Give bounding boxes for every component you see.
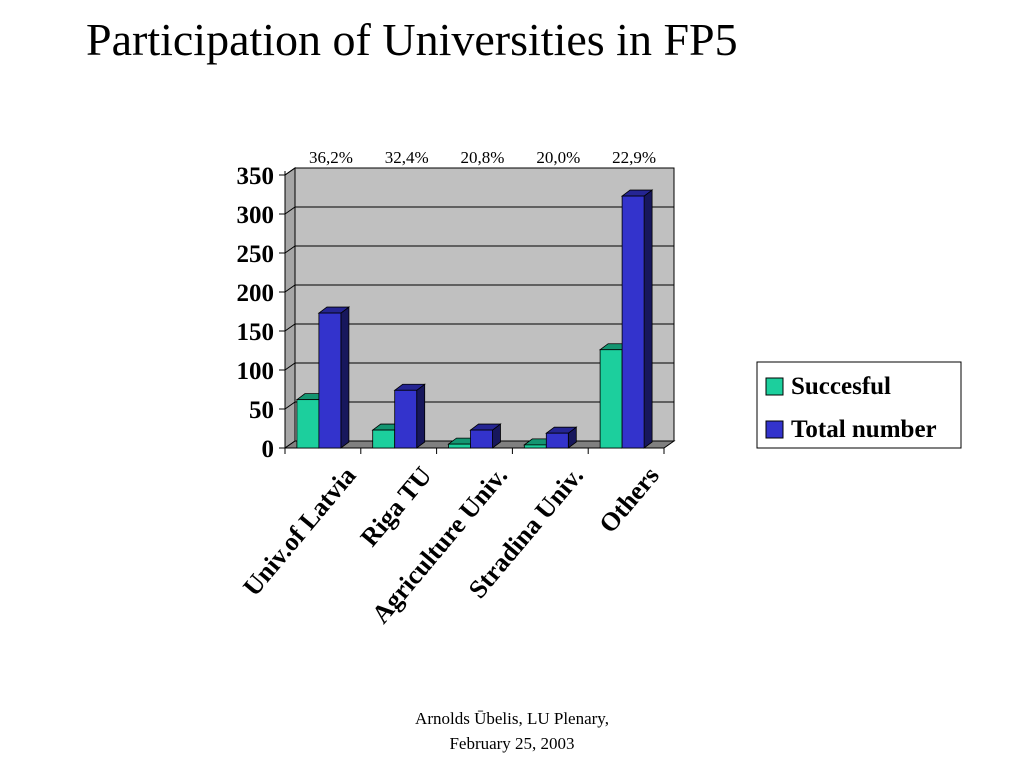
x-category-label: Agriculture Univ.: [366, 461, 513, 629]
slide-title: Participation of Universities in FP5: [86, 14, 738, 65]
y-tick-label: 50: [249, 397, 274, 424]
legend-swatch: [765, 377, 784, 396]
percentage-label: 20,8%: [461, 148, 505, 167]
percentage-label: 32,4%: [385, 148, 429, 167]
x-category-label: Others: [593, 461, 664, 538]
gridline: [284, 245, 674, 254]
legend-label: Succesful: [791, 373, 891, 400]
bar: [523, 444, 547, 449]
bar: [296, 399, 320, 449]
footer-date: February 25, 2003: [449, 734, 575, 753]
y-tick-label: 100: [237, 358, 275, 385]
percentage-label: 36,2%: [309, 148, 353, 167]
y-tick-label: 250: [237, 241, 275, 268]
legend-swatch: [765, 420, 784, 439]
bar: [318, 312, 342, 449]
footer-author: Arnolds Ūbelis, LU Plenary,: [415, 709, 609, 728]
gridline: [284, 284, 674, 293]
percentage-label: 20,0%: [536, 148, 580, 167]
bar: [470, 429, 493, 449]
gridline: [284, 362, 674, 371]
y-tick-label: 150: [237, 319, 275, 346]
bar-side: [416, 383, 426, 449]
y-tick-label: 200: [237, 280, 275, 307]
bar: [394, 389, 418, 449]
bar: [448, 443, 471, 449]
x-category-label: Univ.of Latvia: [237, 461, 361, 601]
bar-side: [340, 306, 350, 449]
bar: [372, 429, 396, 449]
legend-box: [756, 361, 962, 449]
bar-chart: 0 50 100 150 200 250 300 350 Univ.of Latvia 36,2%…: [237, 148, 962, 629]
bar-side: [643, 189, 653, 449]
gridline: [284, 206, 674, 215]
legend-label: Total number: [791, 416, 937, 443]
gridline: [284, 323, 674, 332]
y-tick-label: 300: [237, 202, 275, 229]
percentage-label: 22,9%: [612, 148, 656, 167]
slide-footer: Arnolds Ūbelis, LU Plenary, February 25,…: [362, 706, 662, 756]
bar: [621, 195, 645, 449]
bar: [599, 349, 623, 449]
gridline: [284, 401, 674, 410]
gridline: [284, 167, 674, 176]
y-tick-label: 0: [262, 436, 275, 463]
y-tick-label: 350: [237, 163, 275, 190]
bar: [545, 432, 569, 449]
